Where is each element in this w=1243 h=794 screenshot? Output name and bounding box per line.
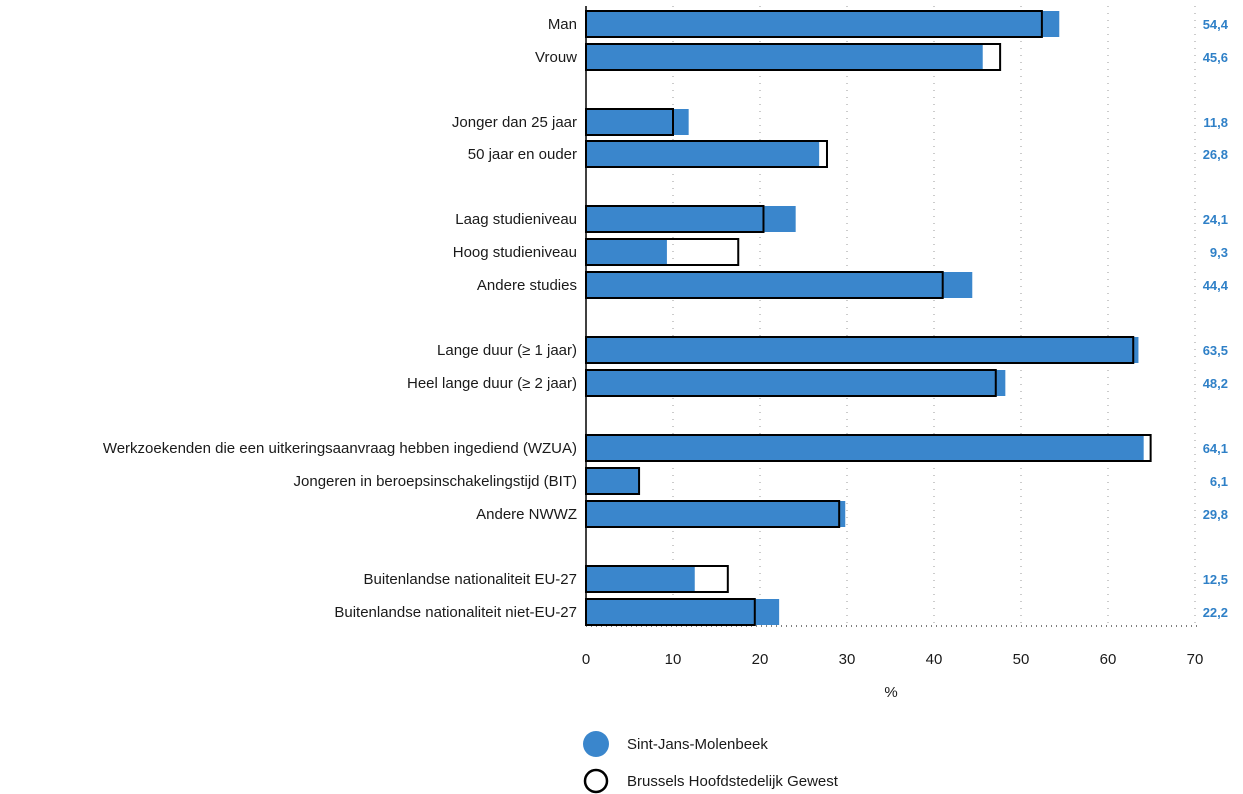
value-label-laag-studieniveau: 24,1 xyxy=(1203,212,1228,227)
bar-sint-jans-molenbeek-buitenlandse-nationaliteit-eu-27 xyxy=(586,566,695,592)
category-label-andere-nwwz: Andere NWWZ xyxy=(476,506,577,523)
value-label-heel-lange-duur-2-jaar: 48,2 xyxy=(1203,376,1228,391)
value-label-buitenlandse-nationaliteit-niet-eu-27: 22,2 xyxy=(1203,605,1228,620)
x-tick-label-70: 70 xyxy=(1187,651,1204,668)
value-label-buitenlandse-nationaliteit-eu-27: 12,5 xyxy=(1203,572,1228,587)
category-label-buitenlandse-nationaliteit-eu-27: Buitenlandse nationaliteit EU-27 xyxy=(364,571,577,588)
legend-swatch-sint-jans-molenbeek xyxy=(583,731,609,757)
legend-swatch-brussels-hoofdstedelijk-gewest xyxy=(583,768,609,794)
category-label-hoog-studieniveau: Hoog studieniveau xyxy=(453,244,577,261)
bar-sint-jans-molenbeek-lange-duur-1-jaar xyxy=(586,337,1139,363)
bar-sint-jans-molenbeek-andere-nwwz xyxy=(586,501,846,527)
x-tick-label-20: 20 xyxy=(752,651,769,668)
value-labels: 54,4 45,6 11,8 26,8 24,1 9,3 44,4 63,5 48,2 64,1 6… xyxy=(1203,17,1229,620)
gridlines xyxy=(672,6,1196,626)
category-label-buitenlandse-nationaliteit-niet-eu-27: Buitenlandse nationaliteit niet-EU-27 xyxy=(334,604,577,621)
category-label-andere-studies: Andere studies xyxy=(477,277,577,294)
value-label-vrouw: 45,6 xyxy=(1203,50,1228,65)
bar-sint-jans-molenbeek-laag-studieniveau xyxy=(586,206,796,232)
bar-sint-jans-molenbeek-vrouw xyxy=(586,44,983,70)
category-label-jonger-dan-25-jaar: Jonger dan 25 jaar xyxy=(452,114,577,131)
value-label-werkzoekenden-die-een-uitkeringsaanvraag-hebben-ingediend-wzua: 64,1 xyxy=(1203,441,1228,456)
bar-sint-jans-molenbeek-hoog-studieniveau xyxy=(586,239,667,265)
bar-sint-jans-molenbeek-jongeren-in-beroepsinschakelingstijd-bit xyxy=(586,468,640,494)
x-tick-label-50: 50 xyxy=(1013,651,1030,668)
value-label-andere-nwwz: 29,8 xyxy=(1203,507,1228,522)
bar-sint-jans-molenbeek-heel-lange-duur-2-jaar xyxy=(586,370,1006,396)
x-axis-title: % xyxy=(884,684,897,701)
x-tick-label-60: 60 xyxy=(1100,651,1117,668)
bar-sint-jans-molenbeek-50-jaar-en-ouder xyxy=(586,141,820,167)
x-tick-label-30: 30 xyxy=(839,651,856,668)
legend: Sint-Jans-Molenbeek Brussels Hoofdstedel… xyxy=(583,731,839,794)
x-axis-ticks: 0 10 20 30 40 50 60 70 xyxy=(582,651,1204,668)
value-label-man: 54,4 xyxy=(1203,17,1229,32)
value-label-hoog-studieniveau: 9,3 xyxy=(1210,245,1228,260)
bar-sint-jans-molenbeek-andere-studies xyxy=(586,272,973,298)
bar-sint-jans-molenbeek-werkzoekenden-die-een-uitkeringsaanvraag-hebben-ingediend-wzua xyxy=(586,435,1144,461)
category-label-man: Man xyxy=(548,16,577,33)
bar-sint-jans-molenbeek-buitenlandse-nationaliteit-niet-eu-27 xyxy=(586,599,780,625)
category-label-lange-duur-1-jaar: Lange duur (≥ 1 jaar) xyxy=(437,342,577,359)
x-tick-label-10: 10 xyxy=(665,651,682,668)
value-label-jonger-dan-25-jaar: 11,8 xyxy=(1203,115,1228,130)
legend-label-sint-jans-molenbeek: Sint-Jans-Molenbeek xyxy=(627,736,768,753)
category-labels: Man Vrouw Jonger dan 25 jaar 50 jaar en oud… xyxy=(103,16,577,621)
value-label-lange-duur-1-jaar: 63,5 xyxy=(1203,343,1228,358)
x-tick-label-40: 40 xyxy=(926,651,943,668)
category-label-laag-studieniveau: Laag studieniveau xyxy=(455,211,577,228)
category-label-heel-lange-duur-2-jaar: Heel lange duur (≥ 2 jaar) xyxy=(407,375,577,392)
bars xyxy=(585,10,1152,626)
category-label-vrouw: Vrouw xyxy=(535,49,577,66)
category-label-jongeren-in-beroepsinschakelingstijd-bit: Jongeren in beroepsinschakelingstijd (BI… xyxy=(294,473,577,490)
category-label-50-jaar-en-ouder: 50 jaar en ouder xyxy=(468,146,577,163)
bar-sint-jans-molenbeek-man xyxy=(586,11,1060,37)
value-label-andere-studies: 44,4 xyxy=(1203,278,1229,293)
value-label-50-jaar-en-ouder: 26,8 xyxy=(1203,147,1228,162)
value-label-jongeren-in-beroepsinschakelingstijd-bit: 6,1 xyxy=(1210,474,1228,489)
category-label-werkzoekenden-die-een-uitkeringsaanvraag-hebben-ingediend-wzua: Werkzoekenden die een uitkeringsaanvraag… xyxy=(103,440,577,457)
bar-sint-jans-molenbeek-jonger-dan-25-jaar xyxy=(586,109,689,135)
legend-label-brussels-hoofdstedelijk-gewest: Brussels Hoofdstedelijk Gewest xyxy=(627,773,839,790)
x-tick-label-0: 0 xyxy=(582,651,590,668)
